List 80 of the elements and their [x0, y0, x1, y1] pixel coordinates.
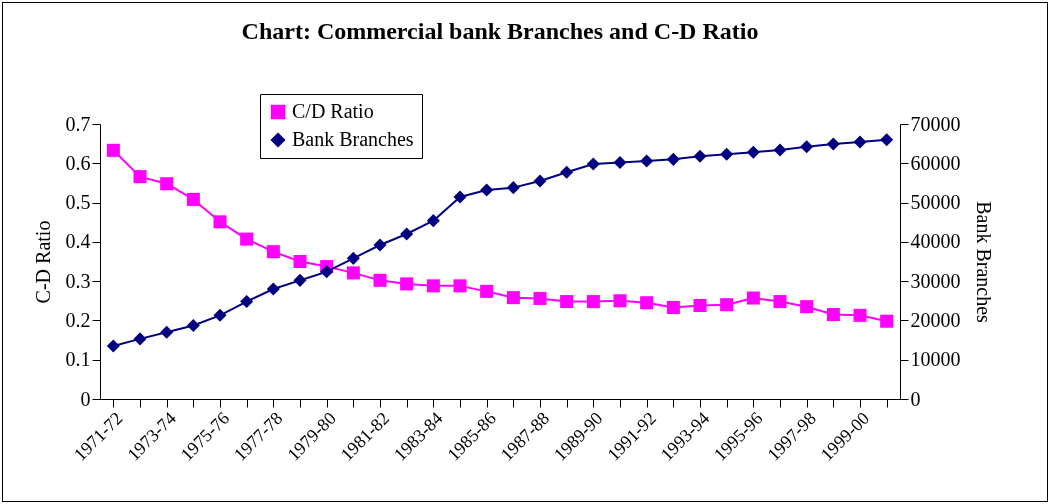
point [426, 279, 440, 293]
point [533, 174, 547, 188]
point [373, 238, 387, 252]
y-tick-label: 0.2 [65, 308, 91, 331]
point [640, 296, 654, 310]
point [213, 215, 227, 229]
y2-tick-label: 10000 [910, 348, 961, 371]
point [480, 183, 494, 197]
point [346, 266, 360, 280]
y2-axis-title: Bank Branches [972, 201, 995, 324]
point [720, 298, 734, 312]
point [693, 149, 707, 163]
point [773, 295, 787, 309]
point [186, 319, 200, 333]
point [400, 277, 414, 291]
point [800, 300, 814, 314]
point [400, 227, 414, 241]
point [560, 165, 574, 179]
point [373, 273, 387, 287]
point [106, 143, 120, 157]
y2-tick-label: 50000 [910, 191, 961, 214]
y2-tick-label: 40000 [910, 230, 961, 253]
point [586, 157, 600, 171]
point [133, 332, 147, 346]
point [293, 273, 307, 287]
y2-tick-label: 30000 [910, 269, 961, 292]
point [586, 295, 600, 309]
point [106, 339, 120, 353]
point [160, 177, 174, 191]
legend-label: C/D Ratio [292, 100, 374, 122]
legend-label: Bank Branches [292, 128, 414, 150]
point [880, 314, 894, 328]
point [320, 265, 334, 279]
point [480, 284, 494, 298]
point [880, 133, 894, 147]
point [506, 291, 520, 305]
point [346, 251, 360, 265]
point [293, 254, 307, 269]
point [613, 155, 627, 170]
point [240, 295, 254, 309]
point [666, 300, 680, 314]
point [853, 308, 867, 322]
y-tick-label: 0.1 [65, 348, 91, 371]
point [133, 170, 147, 184]
point [213, 308, 227, 322]
y-tick-label: 0.4 [65, 230, 91, 253]
y-tick-label: 0 [80, 387, 91, 410]
y-axis-title: C-D Ratio [31, 220, 54, 304]
point [453, 190, 467, 204]
point [506, 181, 520, 195]
chart-title: Chart: Commercial bank Branches and C-D Ratio [241, 17, 759, 44]
point [666, 152, 680, 166]
point [266, 282, 280, 296]
point [186, 192, 200, 206]
point [773, 143, 787, 157]
y2-tick-label: 70000 [910, 112, 961, 135]
y-tick-label: 0.6 [65, 151, 91, 174]
y-tick-label: 0.3 [65, 269, 91, 292]
point [533, 291, 547, 305]
point [746, 291, 760, 305]
point [826, 308, 840, 322]
point [240, 232, 254, 246]
point [613, 294, 627, 308]
y-tick-label: 0.5 [65, 191, 91, 214]
point [826, 137, 840, 151]
point [160, 325, 174, 339]
y2-tick-label: 20000 [910, 308, 961, 331]
point [853, 135, 867, 149]
point [266, 245, 280, 259]
y2-tick-label: 0 [910, 387, 921, 410]
point [800, 140, 814, 154]
point [426, 214, 440, 228]
point [746, 145, 760, 159]
y2-tick-label: 60000 [910, 151, 961, 174]
point [720, 147, 734, 161]
y-tick-label: 0.7 [65, 112, 91, 135]
point [640, 154, 654, 168]
point [693, 298, 707, 313]
point [453, 279, 467, 293]
point [560, 295, 574, 309]
